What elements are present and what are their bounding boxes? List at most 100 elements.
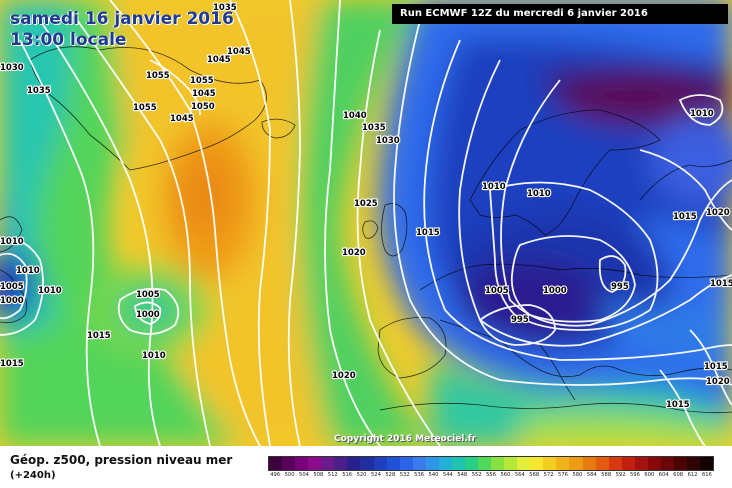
color-scale-swatch: [464, 457, 478, 470]
isobar-label: 1000: [136, 310, 160, 320]
color-scale-swatch: [687, 457, 701, 470]
color-scale-swatch: [700, 457, 714, 470]
geopotential-field: [0, 0, 732, 446]
isobars: [0, 0, 732, 446]
isobar-label: 1030: [376, 136, 400, 146]
color-scale-label: 564: [514, 472, 525, 478]
isobar-label: 1015: [87, 331, 111, 341]
isobar-label: 1010: [0, 237, 24, 247]
color-scale-swatch: [386, 457, 400, 470]
color-scale-label: 528: [385, 472, 396, 478]
color-scale-swatch: [517, 457, 531, 470]
color-scale-swatch: [595, 457, 609, 470]
color-scale-swatch: [308, 457, 322, 470]
isobar-label: 1015: [0, 359, 24, 369]
color-scale-label: 544: [442, 472, 453, 478]
isobar-label: 1010: [690, 109, 714, 119]
isobar-label: 1035: [213, 3, 237, 13]
color-scale-swatch: [660, 457, 674, 470]
color-scale-swatch: [582, 457, 596, 470]
color-scale-label: 532: [399, 472, 410, 478]
color-scale-swatch: [478, 457, 492, 470]
isobar-label: 1045: [227, 47, 251, 57]
color-scale-swatch: [282, 457, 296, 470]
color-scale-swatch: [634, 457, 648, 470]
model-run-banner: Run ECMWF 12Z du mercredi 6 janvier 2016: [392, 4, 728, 24]
color-scale-label: 500: [284, 472, 295, 478]
isobar-label: 1010: [142, 351, 166, 361]
color-scale-label: 596: [630, 472, 640, 478]
color-scale-swatch: [425, 457, 439, 470]
color-scale-swatch: [673, 457, 687, 470]
isobar-label: 1040: [343, 111, 367, 121]
isobar-label: 995: [611, 282, 629, 292]
color-scale-label: 536: [414, 472, 425, 478]
color-scale-label: 580: [572, 472, 583, 478]
copyright-text: Copyright 2016 Meteociel.fr: [334, 434, 477, 444]
color-scale-label: 552: [471, 472, 482, 478]
isobar-label: 1020: [706, 377, 730, 387]
isobar-label: 1005: [485, 286, 509, 296]
isobar-label: 1055: [190, 76, 214, 86]
isobar-label: 995: [511, 315, 529, 325]
color-scale-label: 512: [327, 472, 338, 478]
color-scale-label: 496: [270, 472, 281, 478]
color-scale-label: 516: [342, 472, 353, 478]
color-scale-label: 592: [615, 472, 626, 478]
color-scale-label: 576: [558, 472, 568, 478]
color-scale-swatch: [556, 457, 570, 470]
color-scale-swatch: [608, 457, 622, 470]
color-scale-label: 540: [428, 472, 439, 478]
color-scale-swatch: [269, 457, 283, 470]
isobar-labels: 1035 1030 1035 1045 1045 1055 1055 1045 …: [0, 2, 732, 411]
color-scale-label: 524: [370, 472, 381, 478]
isobar-label: 1020: [706, 208, 730, 218]
isobar-label: 1035: [362, 123, 386, 133]
color-scale-label: 604: [658, 472, 669, 478]
isobar-label: 1020: [342, 248, 366, 258]
color-scale-swatch: [621, 457, 635, 470]
color-scale-label: 616: [701, 472, 712, 478]
color-scale-swatch: [347, 457, 361, 470]
isobar-label: 1025: [354, 199, 378, 209]
color-scale-swatch: [334, 457, 348, 470]
color-scale-swatch: [295, 457, 309, 470]
isobar-label: 1030: [0, 63, 24, 73]
weather-map: 1035 1030 1035 1045 1045 1055 1055 1045 …: [0, 0, 732, 446]
legend-panel: Géop. z500, pression niveau mer (+240h) …: [0, 446, 732, 488]
color-scale-label: 548: [457, 472, 468, 478]
isobar-label: 1055: [133, 103, 157, 113]
color-scale-swatch: [360, 457, 374, 470]
color-scale-swatch: [491, 457, 505, 470]
color-scale-labels: 496 500 504 508 512 516 520 524 528 532 536 540 544 5…: [268, 472, 714, 478]
isobar-label: 1000: [543, 286, 567, 296]
isobar-label: 1015: [666, 400, 690, 410]
legend-subtitle: (+240h): [10, 470, 56, 481]
color-scale-swatch: [647, 457, 661, 470]
color-scale-swatch: [412, 457, 426, 470]
isobar-label: 1010: [38, 286, 62, 296]
forecast-date: samedi 16 janvier 2016: [10, 9, 234, 29]
isobar-label: 1015: [710, 279, 732, 289]
isobar-label: 1035: [27, 86, 51, 96]
isobar-label: 1045: [170, 114, 194, 124]
isobar-label: 1015: [416, 228, 440, 238]
color-scale-swatch: [438, 457, 452, 470]
isobar-label: 1045: [192, 89, 216, 99]
isobar-label: 1010: [482, 182, 506, 192]
isobar-label: 1015: [704, 362, 728, 372]
color-scale-swatch: [451, 457, 465, 470]
color-scale-label: 612: [687, 472, 698, 478]
color-scale: [268, 456, 714, 471]
color-scale-label: 572: [543, 472, 554, 478]
color-scale-swatch: [543, 457, 557, 470]
color-scale-label: 504: [299, 472, 309, 478]
color-scale-label: 608: [673, 472, 684, 478]
color-scale-label: 584: [586, 472, 597, 478]
color-scale-swatch: [399, 457, 413, 470]
color-scale-label: 508: [313, 472, 324, 478]
isobar-label: 1010: [527, 189, 551, 199]
color-scale-swatch: [504, 457, 518, 470]
forecast-time: 13:00 locale: [10, 30, 127, 50]
color-scale-label: 520: [356, 472, 367, 478]
